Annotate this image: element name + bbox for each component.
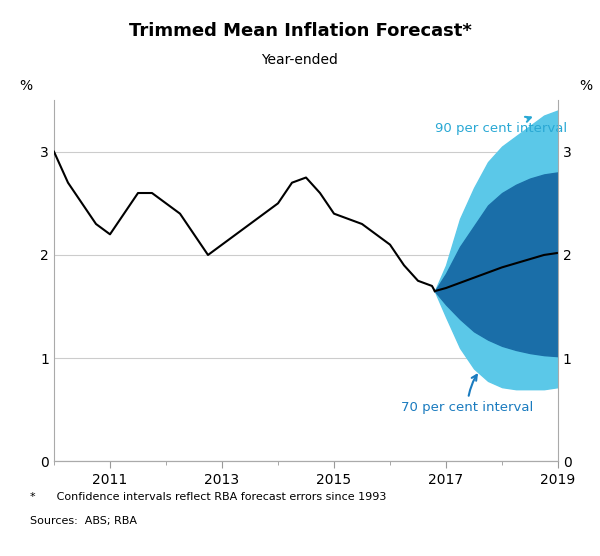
Text: %: %	[579, 79, 592, 93]
Text: *      Confidence intervals reflect RBA forecast errors since 1993: * Confidence intervals reflect RBA forec…	[30, 492, 386, 502]
Text: Sources:  ABS; RBA: Sources: ABS; RBA	[30, 516, 137, 526]
Text: Trimmed Mean Inflation Forecast*: Trimmed Mean Inflation Forecast*	[128, 22, 472, 40]
Text: 70 per cent interval: 70 per cent interval	[401, 375, 533, 414]
Text: %: %	[20, 79, 33, 93]
Text: Year-ended: Year-ended	[262, 53, 338, 67]
Text: 90 per cent interval: 90 per cent interval	[435, 117, 567, 136]
